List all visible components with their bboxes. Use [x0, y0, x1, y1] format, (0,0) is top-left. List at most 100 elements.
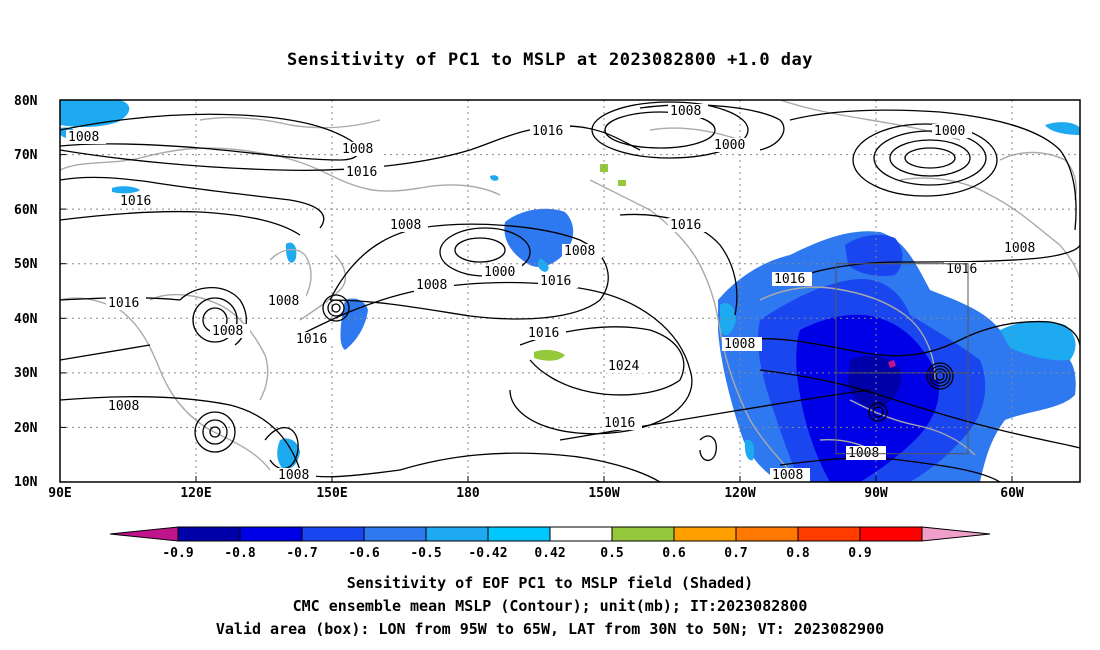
contour-label: 1016	[108, 296, 139, 311]
shade-magenta-spot	[888, 360, 896, 368]
colorbar-tick-label: -0.7	[286, 546, 317, 561]
contour-label: 1008	[416, 278, 447, 293]
contour-label-group: 1008 1000 1008 1016 1000 1008 1016 1008 …	[66, 104, 1042, 483]
shade-arctic	[60, 100, 130, 127]
colorbar-segment	[363, 526, 427, 542]
shade-pacific-2	[340, 298, 368, 350]
shade-siberia	[112, 186, 140, 194]
colorbar-segment	[239, 526, 303, 542]
colorbar-tick-label: -0.6	[348, 546, 379, 561]
colorbar-tick-label: -0.5	[410, 546, 441, 561]
colorbar-segment	[301, 526, 365, 542]
contour-label: 1008	[564, 244, 595, 259]
shade-pacific-1b	[537, 258, 549, 272]
shade-box-top	[845, 234, 903, 277]
lon-label: 60W	[1000, 486, 1024, 501]
contour-label: 1024	[608, 359, 639, 374]
lon-label: 150E	[316, 486, 347, 501]
lon-label: 150W	[588, 486, 619, 501]
shade-bc	[720, 303, 736, 336]
contour-label: 1016	[120, 194, 151, 209]
colorbar-segment	[921, 526, 991, 542]
colorbar-segment	[549, 526, 613, 542]
contour-label: 1008	[108, 399, 139, 414]
mslp-contours	[60, 101, 1080, 482]
contour-label: 1000	[714, 138, 745, 153]
contour-label: 1008	[278, 468, 309, 483]
contour-label: 1000	[934, 124, 965, 139]
contour-label: 1008	[342, 142, 373, 157]
colorbar-tick-label: 0.8	[786, 546, 810, 561]
colorbar-tick-label: 0.9	[848, 546, 871, 561]
colorbar-tick-label: 0.5	[600, 546, 623, 561]
graticule	[60, 100, 1080, 482]
contour-label: 1000	[484, 265, 515, 280]
colorbar-segment	[797, 526, 861, 542]
shade-atlantic-top	[1045, 122, 1080, 135]
contour-label: 1008	[390, 218, 421, 233]
contour-label: 1016	[528, 326, 559, 341]
lon-label: 120W	[724, 486, 755, 501]
lon-label: 90W	[864, 486, 888, 501]
colorbar-tick-label: 0.7	[724, 546, 747, 561]
colorbar-segment	[425, 526, 489, 542]
contour-label: 1016	[346, 165, 377, 180]
plot-frame	[59, 99, 1081, 483]
contour-label: 1008	[724, 337, 755, 352]
lat-label: 40N	[14, 312, 38, 327]
shade-pacific-1	[504, 208, 574, 267]
shade-phil	[277, 438, 300, 470]
lat-label: 30N	[14, 366, 38, 381]
caption-line-2: CMC ensemble mean MSLP (Contour); unit(m…	[292, 597, 808, 615]
shaded-sensitivity	[60, 100, 1080, 482]
colorbar-segment	[611, 526, 675, 542]
lat-label: 60N	[14, 203, 38, 218]
colorbar-segment	[859, 526, 923, 542]
colorbar-tick-label: -0.9	[162, 546, 193, 561]
valid-area-box	[835, 263, 969, 455]
colorbar-segment	[735, 526, 799, 542]
lat-label: 80N	[14, 94, 38, 109]
lon-label: 180	[456, 486, 480, 501]
contour-label: 1008	[68, 130, 99, 145]
lon-label: 90E	[48, 486, 71, 501]
shade-japan	[285, 242, 297, 263]
colorbar-tick-label: 0.42	[534, 546, 565, 561]
contour-label: 1008	[212, 324, 243, 339]
colorbar-segment	[109, 526, 179, 542]
caption-line-1: Sensitivity of EOF PC1 to MSLP field (Sh…	[346, 574, 754, 592]
contour-label: 1016	[540, 274, 571, 289]
contour-label: 1016	[774, 272, 805, 287]
shade-mex	[744, 439, 755, 461]
shade-lime-1	[534, 349, 565, 361]
contour-label: 1016	[946, 262, 977, 277]
contour-label: 1008	[268, 294, 299, 309]
colorbar: -0.9 -0.8 -0.7 -0.6 -0.5 -0.42 0.42 0.5 0.6 0.7 0.…	[109, 526, 991, 561]
colorbar-segment	[487, 526, 551, 542]
lat-label: 10N	[14, 475, 38, 490]
lon-label: 120E	[180, 486, 211, 501]
contour-label: 1008	[670, 104, 701, 119]
colorbar-segment	[177, 526, 241, 542]
contour-label: 1016	[532, 124, 563, 139]
caption-line-3: Valid area (box): LON from 95W to 65W, L…	[215, 620, 885, 638]
contour-label: 1016	[604, 416, 635, 431]
contour-label: 1008	[1004, 241, 1035, 256]
lat-label: 20N	[14, 421, 38, 436]
colorbar-tick-label: -0.8	[224, 546, 255, 561]
shade-lime-3	[618, 180, 626, 186]
shade-ne-pac	[490, 175, 499, 181]
colorbar-tick-label: 0.6	[662, 546, 686, 561]
coastlines	[60, 100, 1080, 482]
contour-label: 1016	[670, 218, 701, 233]
lat-label: 70N	[14, 148, 38, 163]
contour-label: 1008	[772, 468, 803, 483]
colorbar-segment	[673, 526, 737, 542]
shade-gulf-dark	[848, 355, 902, 409]
lat-label: 50N	[14, 257, 38, 272]
contour-label: 1016	[296, 332, 327, 347]
shade-atlantic-light	[1000, 320, 1076, 361]
colorbar-tick-label: -0.42	[468, 546, 507, 561]
map-title: Sensitivity of PC1 to MSLP at 2023082800…	[286, 50, 813, 70]
